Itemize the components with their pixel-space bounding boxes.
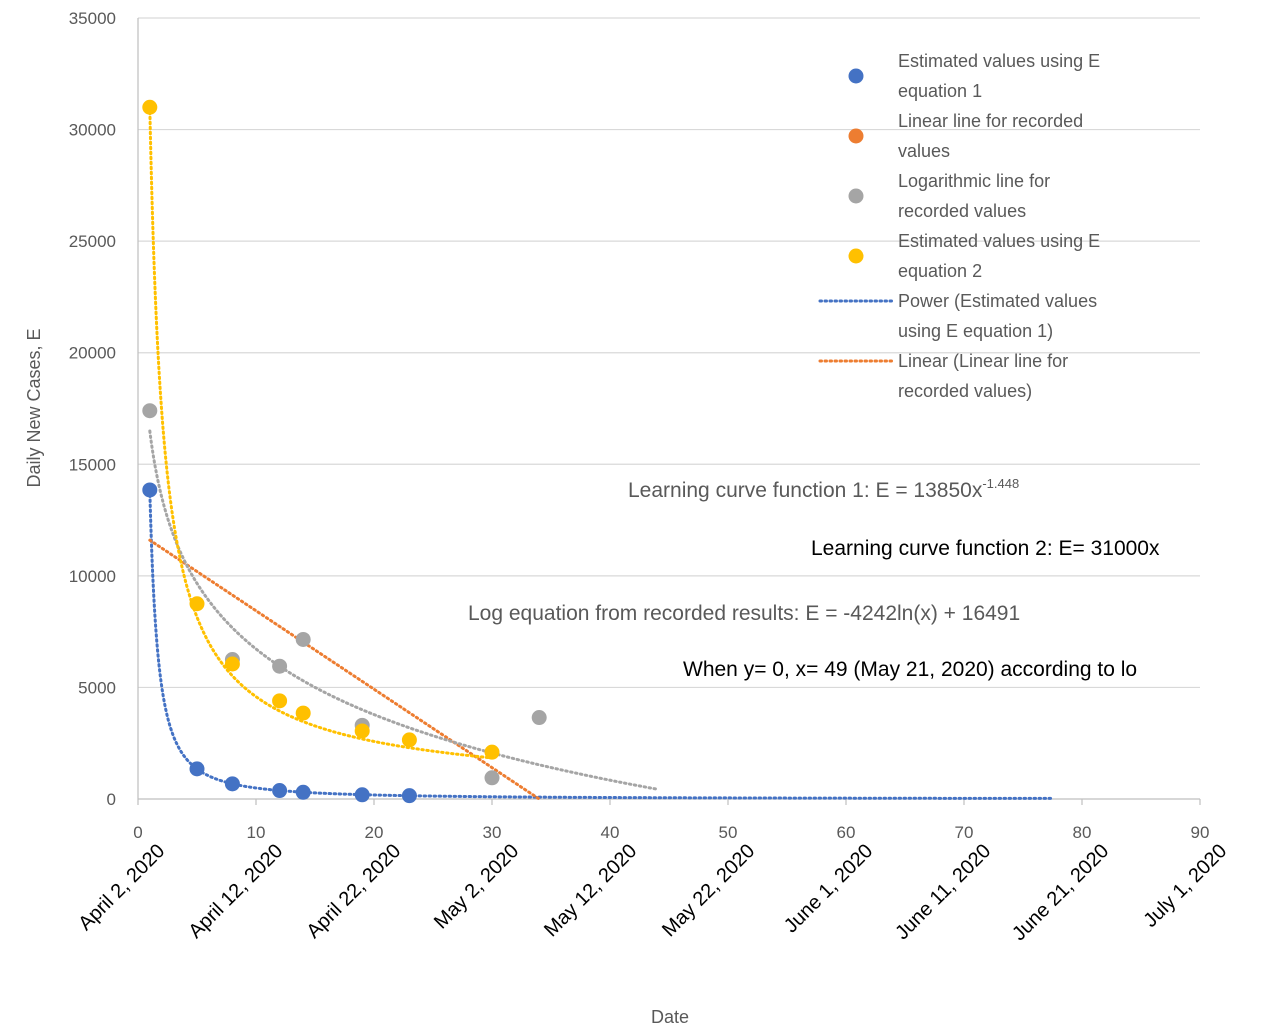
annotation-log-equation: Log equation from recorded results: E = … — [468, 602, 1020, 625]
x-date-label: May 22, 2020 — [658, 840, 759, 941]
data-point — [401, 732, 417, 748]
data-point — [401, 788, 417, 804]
x-tick-label: 50 — [719, 823, 738, 842]
legend-marker — [848, 248, 864, 264]
y-tick-label: 0 — [107, 790, 116, 809]
legend-label: Linear (Linear line for — [898, 351, 1068, 371]
axes: 0 5000 10000 15000 20000 25000 30000 35000 0 10 20… — [69, 9, 1232, 945]
trendline — [148, 488, 1054, 800]
data-point — [224, 776, 240, 792]
data-point — [484, 744, 500, 760]
annotation-zero-crossing: When y= 0, x= 49 (May 21, 2020) accordin… — [683, 658, 1137, 681]
trendline — [148, 105, 494, 760]
x-date-label: May 2, 2020 — [430, 840, 523, 933]
x-date-label: June 21, 2020 — [1008, 840, 1113, 945]
x-tick-label: 40 — [601, 823, 620, 842]
y-tick-label: 15000 — [69, 455, 116, 474]
annotation-learning-curve-1: Learning curve function 1: E = 13850x-1.… — [628, 476, 1019, 502]
gridlines — [138, 17, 1200, 689]
y-tick-label: 20000 — [69, 344, 116, 363]
x-date-label: April 2, 2020 — [74, 840, 169, 935]
y-tick-label: 30000 — [69, 121, 116, 140]
data-point — [354, 787, 370, 803]
legend-marker — [848, 128, 864, 144]
data-point — [354, 723, 370, 739]
data-point — [295, 705, 311, 721]
annotation-1-exponent: -1.448 — [982, 476, 1019, 491]
data-point — [189, 761, 205, 777]
trendline — [148, 538, 541, 801]
legend-label: recorded values) — [898, 381, 1032, 401]
data-point — [272, 658, 288, 674]
data-point — [224, 656, 240, 672]
y-tick-label: 5000 — [78, 678, 116, 697]
data-points — [142, 99, 547, 804]
x-date-label: April 22, 2020 — [303, 840, 406, 943]
annotations: Learning curve function 1: E = 13850x-1.… — [468, 476, 1160, 681]
legend-label: values — [898, 141, 950, 161]
legend-label: Logarithmic line for — [898, 171, 1050, 191]
legend-marker — [848, 188, 864, 204]
annotation-1-text: Learning curve function 1: E = 13850x — [628, 479, 983, 502]
data-point — [142, 99, 158, 115]
legend-label: Estimated values using E — [898, 51, 1100, 71]
legend-label: equation 2 — [898, 261, 982, 281]
legend-label: Power (Estimated values — [898, 291, 1097, 311]
legend: Estimated values using E equation 1 Linear… — [818, 51, 1100, 401]
x-date-label: May 12, 2020 — [540, 840, 641, 941]
data-point — [189, 596, 205, 612]
x-tick-label: 0 — [133, 823, 142, 842]
y-tick-label: 25000 — [69, 232, 116, 251]
data-point — [272, 783, 288, 799]
legend-marker — [848, 68, 864, 84]
legend-label: Linear line for recorded — [898, 111, 1083, 131]
data-point — [142, 403, 158, 419]
x-tick-label: 30 — [483, 823, 502, 842]
legend-label: using E equation 1) — [898, 321, 1053, 341]
y-axis-title: Daily New Cases, E — [24, 328, 44, 487]
annotation-learning-curve-2: Learning curve function 2: E= 31000x — [811, 537, 1160, 560]
x-tick-label: 10 — [247, 823, 266, 842]
x-tick-label: 80 — [1073, 823, 1092, 842]
x-tick-label: 60 — [837, 823, 856, 842]
x-axis-title: Date — [651, 1007, 689, 1027]
data-point — [295, 784, 311, 800]
y-tick-label: 35000 — [69, 9, 116, 28]
x-date-label: April 12, 2020 — [185, 840, 288, 943]
x-date-label: June 11, 2020 — [891, 840, 995, 944]
data-point — [272, 693, 288, 709]
y-tick-label: 10000 — [69, 567, 116, 586]
x-date-label: July 1, 2020 — [1140, 840, 1232, 932]
x-tick-label: 20 — [365, 823, 384, 842]
legend-label: equation 1 — [898, 81, 982, 101]
x-date-label: June 1, 2020 — [780, 840, 877, 937]
data-point — [142, 482, 158, 498]
legend-label: recorded values — [898, 201, 1026, 221]
x-tick-label: 90 — [1191, 823, 1210, 842]
data-point — [484, 770, 500, 786]
x-tick-label: 70 — [955, 823, 974, 842]
data-point — [295, 631, 311, 647]
legend-label: Estimated values using E — [898, 231, 1100, 251]
data-point — [531, 710, 547, 726]
